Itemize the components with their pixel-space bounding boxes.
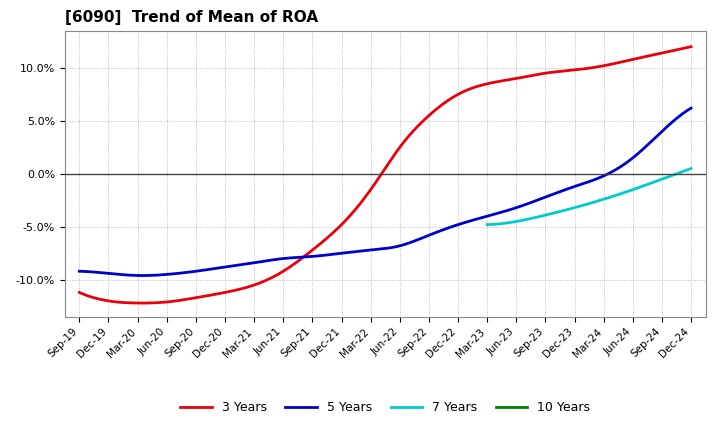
5 Years (687, 106, 696, 111)
Line: 3 Years: 3 Years (79, 47, 691, 303)
5 Years (138, 273, 147, 278)
3 Years (687, 44, 696, 49)
7 Years (667, 173, 676, 178)
3 Years (441, 99, 450, 105)
7 Years (484, 222, 492, 227)
7 Years (604, 195, 613, 200)
3 Years (593, 64, 601, 70)
Text: [6090]  Trend of Mean of ROA: [6090] Trend of Mean of ROA (65, 11, 318, 26)
Line: 5 Years: 5 Years (79, 108, 691, 275)
3 Years (439, 101, 448, 106)
7 Years (608, 194, 616, 199)
5 Years (631, 153, 640, 158)
7 Years (603, 195, 612, 201)
3 Years (75, 290, 84, 295)
5 Years (75, 268, 84, 274)
7 Years (483, 222, 492, 227)
7 Years (687, 166, 696, 171)
Line: 7 Years: 7 Years (487, 169, 691, 225)
3 Years (138, 301, 147, 306)
3 Years (77, 291, 86, 296)
5 Years (593, 176, 601, 181)
5 Years (439, 227, 448, 232)
7 Years (654, 178, 663, 183)
5 Years (77, 269, 86, 274)
3 Years (631, 56, 640, 61)
Legend: 3 Years, 5 Years, 7 Years, 10 Years: 3 Years, 5 Years, 7 Years, 10 Years (176, 396, 595, 419)
5 Years (441, 226, 450, 231)
3 Years (451, 93, 460, 98)
5 Years (451, 223, 460, 228)
